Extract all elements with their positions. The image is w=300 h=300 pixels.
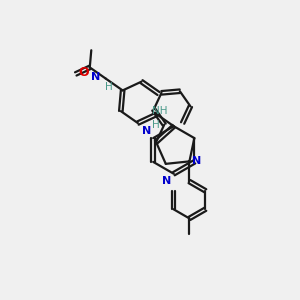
Text: O: O xyxy=(79,66,89,79)
Text: H: H xyxy=(105,82,113,92)
Text: N: N xyxy=(91,72,100,82)
Text: N: N xyxy=(142,126,151,136)
Text: NH: NH xyxy=(152,106,168,116)
Text: N: N xyxy=(192,156,202,167)
Text: N: N xyxy=(162,176,171,186)
Text: H: H xyxy=(152,120,160,130)
